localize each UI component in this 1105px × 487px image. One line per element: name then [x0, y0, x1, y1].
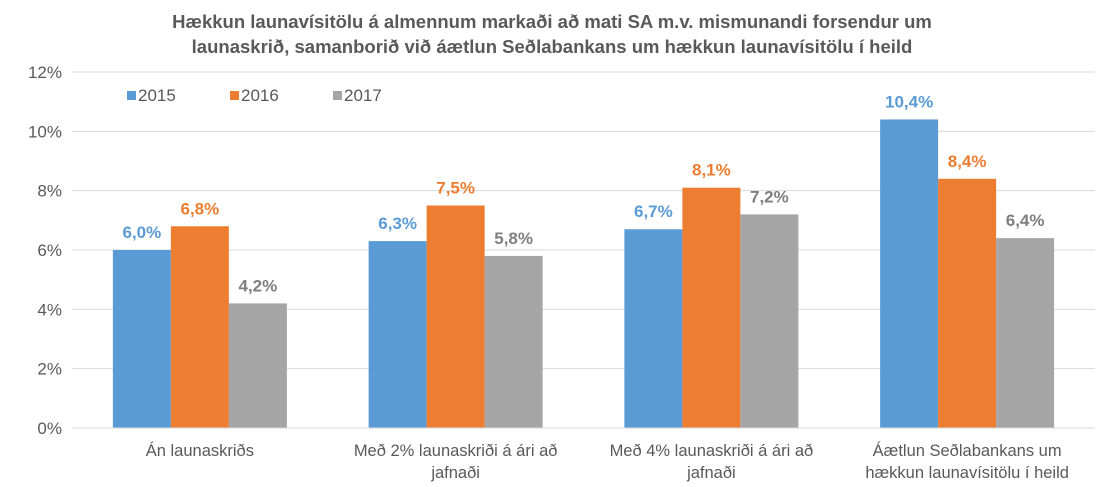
data-label-2015: 6,0%	[123, 223, 162, 242]
y-tick-label: 8%	[37, 182, 62, 201]
chart-title: Hækkun launavísitölu á almennum markaði …	[172, 11, 932, 57]
bar-2017	[228, 303, 287, 428]
bar-2017	[740, 214, 799, 428]
bar-2016	[426, 205, 485, 428]
y-tick-label: 12%	[28, 63, 62, 82]
data-label-2016: 8,1%	[692, 161, 731, 180]
bar-2017	[996, 238, 1055, 428]
category-label: Með 2% launaskriði á ári að	[354, 442, 558, 460]
data-label-2017: 5,8%	[494, 229, 533, 248]
data-label-2015: 6,7%	[634, 202, 673, 221]
category-labels: Án launaskriðs Með 2% launaskriði á ári a…	[146, 441, 1069, 482]
bar-2016	[682, 187, 741, 428]
data-label-2016: 6,8%	[181, 199, 220, 218]
y-tick-label: 0%	[37, 419, 62, 438]
bar-2016	[170, 226, 229, 428]
data-label-2016: 7,5%	[436, 179, 475, 198]
category-label: Með 4% launaskriði á ári að	[610, 442, 814, 460]
bars	[112, 119, 1055, 428]
category-label: Áætlun Seðlabankans um	[873, 441, 1062, 460]
bar-2015	[368, 241, 427, 428]
bar-2015	[880, 119, 939, 428]
bar-2017	[484, 255, 543, 428]
y-tick-label: 10%	[28, 122, 62, 141]
legend-swatch-2017	[333, 91, 342, 100]
chart-title-line-2: launaskrið, samanborið við áætlun Seðlab…	[192, 36, 913, 57]
data-label-2016: 8,4%	[948, 152, 987, 171]
data-labels: 6,0% 6,8% 4,2% 6,3% 7,5% 5,8% 6,7% 8,1% 7,2% 10,4…	[123, 92, 1045, 295]
legend-swatch-2016	[230, 91, 239, 100]
legend-label-2015: 2015	[138, 86, 176, 105]
data-label-2015: 10,4%	[885, 92, 933, 111]
y-axis-ticks: 0% 2% 4% 6% 8% 10% 12%	[28, 63, 62, 438]
y-tick-label: 6%	[37, 241, 62, 260]
data-label-2015: 6,3%	[378, 214, 417, 233]
bar-2016	[938, 178, 997, 428]
category-label: Án launaskriðs	[146, 441, 254, 460]
legend: 2015 2016 2017	[127, 86, 382, 105]
legend-label-2017: 2017	[344, 86, 382, 105]
category-label: jafnaði	[686, 464, 736, 482]
legend-label-2016: 2016	[241, 86, 279, 105]
data-label-2017: 6,4%	[1006, 211, 1045, 230]
y-tick-label: 4%	[37, 300, 62, 319]
chart-title-line-1: Hækkun launavísitölu á almennum markaði …	[172, 11, 932, 32]
legend-swatch-2015	[127, 91, 136, 100]
category-label: hækkun launavísitölu í heild	[865, 464, 1069, 482]
data-label-2017: 7,2%	[750, 187, 789, 206]
data-label-2017: 4,2%	[239, 276, 278, 295]
bar-2015	[624, 229, 683, 428]
y-tick-label: 2%	[37, 360, 62, 379]
category-label: jafnaði	[430, 464, 480, 482]
bar-2015	[112, 250, 171, 428]
